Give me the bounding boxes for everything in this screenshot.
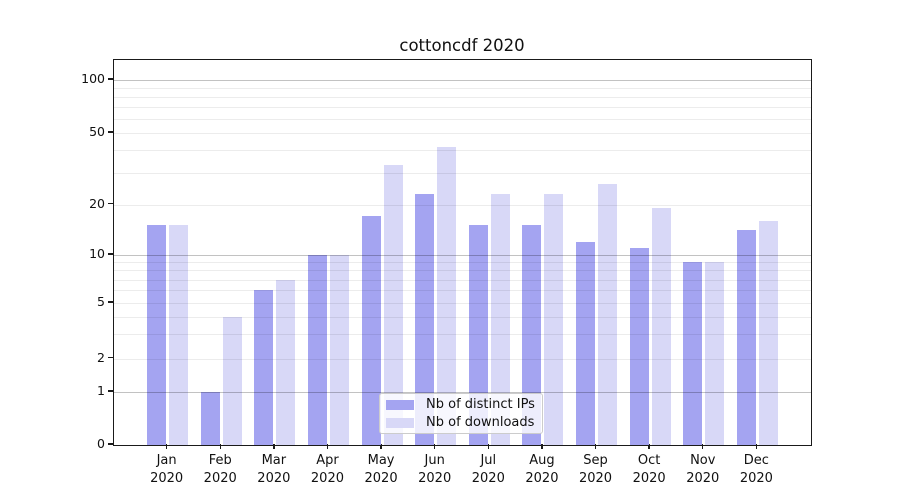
legend-label-distinct-ips: Nb of distinct IPs [426,397,535,412]
gridline-minor-2 [114,358,811,360]
x-tick-dec [755,444,758,449]
gridline-minor-70 [114,107,811,109]
x-tick-mar [273,444,275,449]
bar-dec-downloads [758,220,778,445]
y-tick-label-5: 5 [97,294,105,309]
gridline-minor-40 [114,150,811,152]
gridline-minor-7 [114,279,811,281]
y-tick-20 [108,202,113,205]
legend: Nb of distinct IPs Nb of downloads [379,393,543,434]
x-tick-label-mar: Mar 2020 [257,453,291,486]
x-tick-label-dec: Dec 2020 [739,453,773,486]
bar-mar-ips [254,290,274,445]
gridline-minor-4 [114,316,811,318]
legend-entry-distinct-ips: Nb of distinct IPs [380,396,542,413]
gridline-minor-50 [114,133,811,134]
bars-layer [114,60,811,445]
bar-nov-downloads [705,262,725,445]
x-tick-oct [648,444,650,449]
bar-dec-ips [736,230,756,445]
bar-aug-downloads [544,193,564,445]
y-tick-label-10: 10 [89,246,105,261]
y-tick-0 [108,443,113,445]
x-tick-label-may: May 2020 [364,453,398,486]
gridline-minor-80 [114,97,811,99]
bar-apr-downloads [329,255,349,445]
gridline-major-10 [114,255,811,256]
legend-label-downloads: Nb of downloads [426,415,535,430]
bar-mar-downloads [276,279,296,445]
gridline-minor-8 [114,270,811,272]
legend-swatch-distinct-ips [386,399,414,410]
gridline-minor-20 [114,204,811,206]
y-tick-label-20: 20 [89,195,105,211]
bar-feb-downloads [222,316,242,445]
y-tick-100 [108,78,113,80]
x-tick-apr [326,444,329,449]
x-tick-label-jul: Jul 2020 [471,453,505,486]
x-tick-nov [702,444,704,449]
y-tick-label-1: 1 [97,383,105,398]
gridline-minor-6 [114,290,811,292]
x-tick-label-feb: Feb 2020 [203,453,237,486]
y-tick-10 [108,253,113,255]
y-tick-label-50: 50 [89,124,105,139]
x-tick-jun [433,444,436,449]
x-tick-jul [487,444,489,449]
y-tick-2 [108,356,113,359]
bar-nov-ips [683,262,703,445]
plot-area [113,59,812,446]
x-tick-label-aug: Aug 2020 [525,453,559,486]
x-tick-label-sep: Sep 2020 [578,453,613,486]
legend-entry-downloads: Nb of downloads [380,414,542,431]
gridline-minor-9 [114,262,811,264]
grid-layer [114,60,811,445]
bar-sep-downloads [598,184,618,445]
bar-jan-downloads [169,225,189,445]
x-tick-feb [219,444,221,449]
gridline-minor-30 [114,172,811,174]
gridline-major-100 [114,80,811,81]
y-tick-5 [108,301,113,303]
bar-may-ips [361,216,381,445]
x-tick-sep [594,444,597,449]
bar-oct-downloads [651,208,671,445]
y-tick-50 [108,131,113,133]
y-tick-label-2: 2 [97,349,105,365]
bar-sep-ips [576,241,596,445]
gridline-minor-3 [114,333,811,335]
chart-title: cottoncdf 2020 [399,36,525,55]
x-tick-aug [541,444,543,449]
bar-feb-ips [200,392,220,445]
y-tick-label-100: 100 [81,71,105,86]
bar-oct-ips [629,248,649,445]
bar-jan-ips [147,225,167,445]
x-tick-may [380,444,382,449]
legend-swatch-downloads [386,417,414,428]
gridline-minor-60 [114,119,811,121]
x-tick-label-oct: Oct 2020 [632,453,666,486]
gridline-minor-90 [114,88,811,90]
x-tick-jan [165,444,168,449]
gridline-minor-5 [114,303,811,304]
x-tick-label-jan: Jan 2020 [150,453,184,486]
x-tick-label-jun: Jun 2020 [418,453,452,486]
y-tick-label-0: 0 [97,436,105,451]
x-tick-label-apr: Apr 2020 [310,453,344,486]
y-tick-1 [108,390,113,392]
x-tick-label-nov: Nov 2020 [686,453,720,486]
bar-apr-ips [307,255,327,445]
